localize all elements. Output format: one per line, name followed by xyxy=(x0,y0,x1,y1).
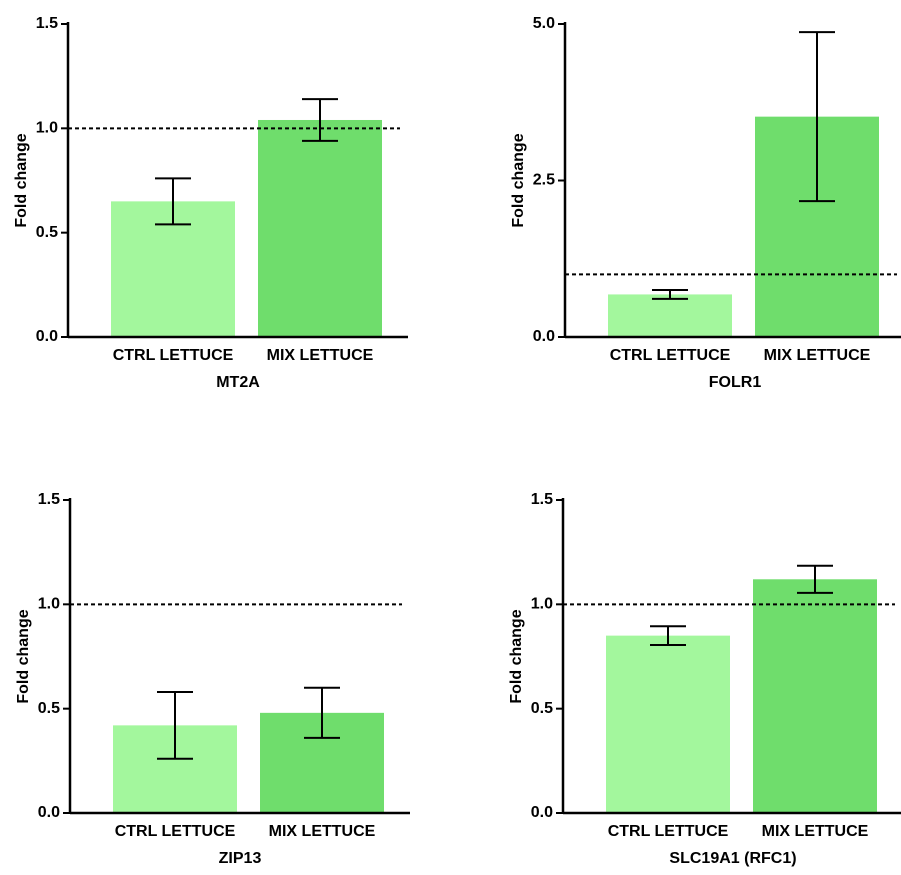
chart-title: ZIP13 xyxy=(219,850,262,867)
y-axis-label: Fold change xyxy=(510,133,527,227)
chart-title: SLC19A1 (RFC1) xyxy=(669,850,796,867)
bar xyxy=(608,294,732,337)
y-tick-label: 1.5 xyxy=(36,15,58,32)
y-tick-label: 0.0 xyxy=(533,328,555,345)
y-tick-label: 0.5 xyxy=(531,700,553,717)
y-tick-label: 2.5 xyxy=(533,172,555,189)
y-tick-label: 1.0 xyxy=(38,596,60,613)
y-tick-label: 1.0 xyxy=(531,596,553,613)
chart-title: FOLR1 xyxy=(709,374,762,391)
panel: 0.0 2.5 5.0 Fold change CTRL LETTUCE MIX LETT… xyxy=(510,15,901,391)
chart-title: MT2A xyxy=(216,374,260,391)
panel: 0.0 0.5 1.0 1.5 Fold change CTRL LETTUCE MIX L… xyxy=(13,15,408,391)
y-tick-label: 5.0 xyxy=(533,15,555,32)
bar xyxy=(258,119,382,337)
y-tick-label: 1.5 xyxy=(531,491,553,508)
x-tick-label: MIX LETTUCE xyxy=(762,823,869,840)
bar xyxy=(753,579,877,813)
x-tick-label: MIX LETTUCE xyxy=(269,823,376,840)
y-tick-label: 1.0 xyxy=(36,120,58,137)
y-axis-label: Fold change xyxy=(508,609,525,703)
y-tick-label: 1.5 xyxy=(38,491,60,508)
y-tick-label: 0.0 xyxy=(531,804,553,821)
y-tick-label: 0.5 xyxy=(36,224,58,241)
y-axis-label: Fold change xyxy=(13,133,30,227)
x-tick-label: CTRL LETTUCE xyxy=(115,823,236,840)
y-tick-label: 0.0 xyxy=(38,804,60,821)
y-tick-label: 0.0 xyxy=(36,328,58,345)
bar xyxy=(606,635,730,813)
x-tick-label: MIX LETTUCE xyxy=(764,347,871,364)
y-axis-label: Fold change xyxy=(15,609,32,703)
x-tick-label: CTRL LETTUCE xyxy=(113,347,234,364)
panel: 0.0 0.5 1.0 1.5 Fold change CTRL LETTUCE MIX L… xyxy=(15,491,410,867)
x-tick-label: CTRL LETTUCE xyxy=(610,347,731,364)
y-tick-label: 0.5 xyxy=(38,700,60,717)
x-tick-label: CTRL LETTUCE xyxy=(608,823,729,840)
panel: 0.0 0.5 1.0 1.5 Fold change CTRL LETTUCE MIX L… xyxy=(508,491,901,867)
x-tick-label: MIX LETTUCE xyxy=(267,347,374,364)
